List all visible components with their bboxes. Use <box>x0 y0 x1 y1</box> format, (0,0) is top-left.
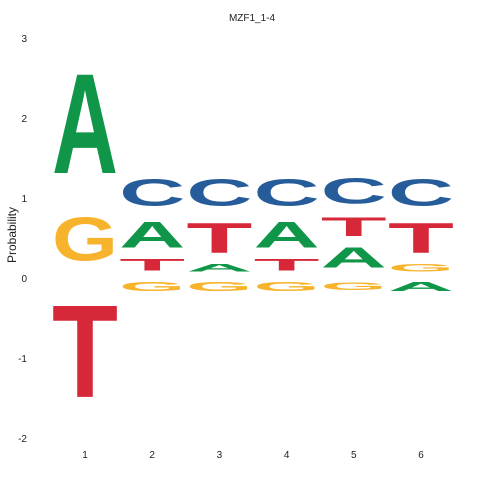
logo-letter-a: A <box>254 214 320 256</box>
y-tick-label: -2 <box>18 434 27 445</box>
logo-letter-c: C <box>321 171 387 211</box>
logo-letter-t: T <box>388 215 454 262</box>
logo-letter-g: G <box>388 262 454 274</box>
logo-letter-a: A <box>52 44 118 204</box>
logo-letter-g: G <box>321 280 387 293</box>
y-tick-label: 1 <box>21 194 27 205</box>
logo-letter-g: G <box>186 280 252 294</box>
logo-letter-c: C <box>119 172 185 214</box>
x-tick-label: 2 <box>149 450 155 461</box>
logo-letter-g: G <box>52 204 118 273</box>
logo-letter-c: C <box>186 172 252 214</box>
logo-letter-a: A <box>321 242 387 274</box>
logo-letter-a: A <box>186 262 252 274</box>
x-tick-label: 3 <box>217 450 223 461</box>
y-tick-label: 2 <box>21 114 27 125</box>
logo-letter-a: A <box>119 214 185 256</box>
logo-letter-t: T <box>52 278 118 426</box>
x-axis-ticks: 1 2 3 4 5 6 <box>82 450 424 461</box>
y-tick-label: -1 <box>18 354 27 365</box>
logo-letter-t: T <box>186 215 252 262</box>
y-tick-label: 0 <box>21 274 27 285</box>
x-tick-label: 5 <box>351 450 357 461</box>
logo-letter-g: G <box>254 280 320 294</box>
y-axis-label: Probability <box>5 207 19 263</box>
y-axis-ticks: -2 -1 0 1 2 3 <box>18 34 27 445</box>
logo-letter-c: C <box>254 172 320 214</box>
logo-letter-t: T <box>119 256 185 274</box>
chart-title: MZF1_1-4 <box>229 13 276 24</box>
y-tick-label: 3 <box>21 34 27 45</box>
x-tick-label: 6 <box>418 450 424 461</box>
x-tick-label: 4 <box>284 450 290 461</box>
logo-letter-t: T <box>254 256 320 274</box>
x-tick-label: 1 <box>82 450 88 461</box>
logo-letter-c: C <box>388 172 454 214</box>
logo-letter-t: T <box>321 212 387 242</box>
logo-letter-a: A <box>388 280 454 294</box>
logo-letter-g: G <box>119 280 185 294</box>
